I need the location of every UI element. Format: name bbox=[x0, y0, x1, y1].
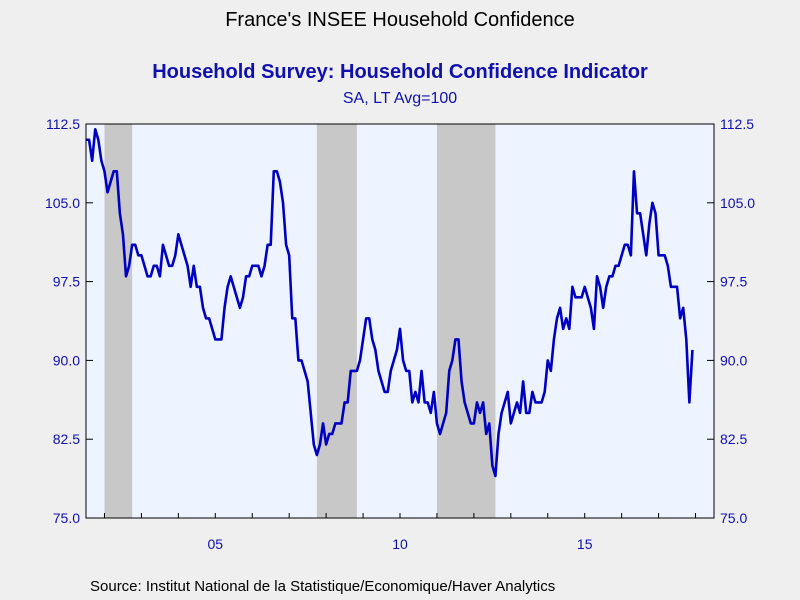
y-tick-label: 97.5 bbox=[53, 274, 80, 290]
y-axis-right: 112.5 105.0 97.5 90.0 82.5 75.0 bbox=[707, 116, 755, 526]
y-tick-label: 82.5 bbox=[53, 431, 80, 447]
source-note: Source: Institut National de la Statisti… bbox=[90, 578, 556, 595]
recession-band bbox=[436, 124, 496, 518]
x-tick-label: 15 bbox=[577, 536, 593, 552]
y-tick-label: 90.0 bbox=[53, 352, 80, 368]
y-tick-label-right: 112.5 bbox=[720, 116, 754, 132]
plot-frame bbox=[85, 123, 715, 519]
y-tick-label-right: 97.5 bbox=[720, 274, 747, 290]
y-tick-label-right: 90.0 bbox=[720, 352, 747, 368]
y-axis-left: 112.5 105.0 97.5 90.0 82.5 75.0 bbox=[45, 116, 93, 526]
chart-subtitle: Household Survey: Household Confidence I… bbox=[152, 61, 648, 83]
recession-band bbox=[316, 124, 357, 518]
x-tick-label: 10 bbox=[392, 536, 408, 552]
series-line bbox=[86, 127, 694, 478]
series-layer bbox=[86, 127, 694, 478]
chart-title: France's INSEE Household Confidence bbox=[225, 9, 575, 31]
x-tick-label: 05 bbox=[208, 536, 224, 552]
y-tick-label: 75.0 bbox=[53, 510, 80, 526]
y-tick-label-right: 82.5 bbox=[720, 431, 747, 447]
y-tick-label: 105.0 bbox=[45, 195, 80, 211]
plot-area bbox=[86, 124, 714, 518]
x-axis: 05 10 15 bbox=[103, 513, 697, 552]
y-tick-label-right: 75.0 bbox=[720, 510, 747, 526]
y-tick-label-right: 105.0 bbox=[720, 195, 755, 211]
chart-units-note: SA, LT Avg=100 bbox=[342, 90, 458, 107]
y-tick-label: 112.5 bbox=[46, 116, 80, 132]
